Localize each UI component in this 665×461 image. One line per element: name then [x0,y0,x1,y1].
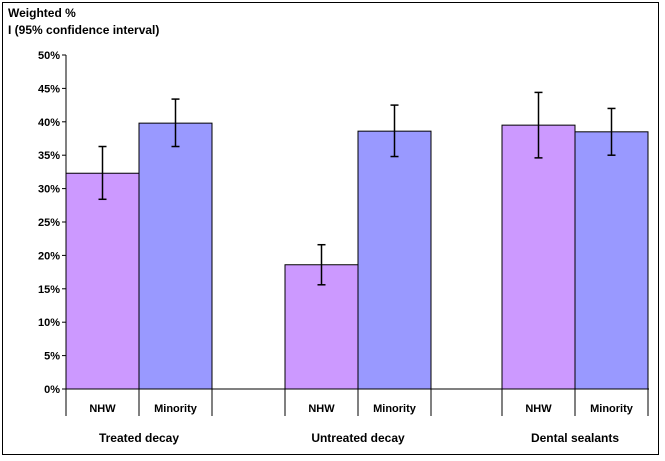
x-category-label: Untreated decay [311,431,405,445]
bar [357,130,432,390]
y-tick-label: 20% [38,250,60,262]
y-tick-label: 35% [38,150,60,162]
y-tick-label: 45% [38,83,60,95]
chart-frame [2,2,659,455]
y-tick-label: 5% [44,351,60,363]
x-subcategory-label: Minority [373,403,417,415]
x-subcategory-label: NHW [89,403,116,415]
x-subcategory-label: Minority [154,403,198,415]
bar [501,124,576,390]
x-subcategory-label: NHW [308,403,335,415]
bar [574,131,649,390]
y-axis-title: Weighted % [8,6,76,20]
x-category-label: Dental sealants [531,431,619,445]
bar [138,122,213,390]
y-axis-subtitle: I (95% confidence interval) [8,23,160,37]
y-tick-label: 50% [38,50,60,62]
y-tick-label: 0% [44,384,60,396]
y-tick-label: 40% [38,117,60,129]
y-tick-label: 15% [38,284,60,296]
x-category-label: Treated decay [99,431,179,445]
x-subcategory-label: Minority [590,403,634,415]
y-tick-label: 25% [38,217,60,229]
y-tick-label: 30% [38,184,60,196]
x-subcategory-label: NHW [525,403,552,415]
bar [65,172,140,390]
y-tick-label: 10% [38,317,60,329]
